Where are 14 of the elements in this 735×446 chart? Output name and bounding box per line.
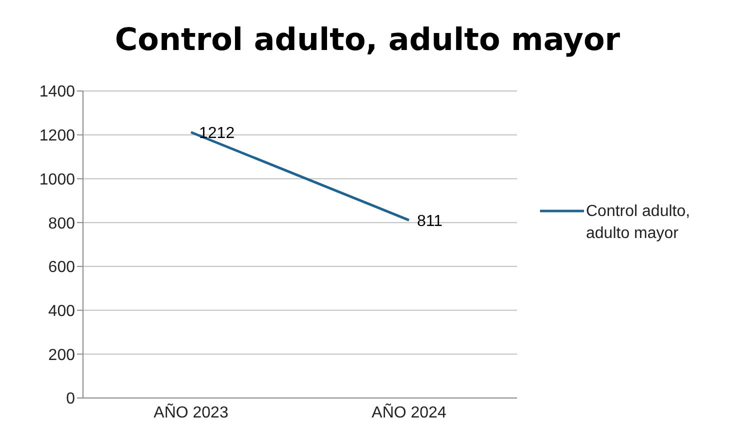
y-tick-label: 600 [48,259,76,276]
y-tick-label: 1000 [39,171,76,188]
x-tick-label: AÑO 2023 [154,402,228,422]
y-tick-label: 200 [48,346,76,364]
y-tick-label: 1400 [39,84,76,101]
legend-label: Control adulto, adulto mayor [586,202,692,244]
y-tick-label: 1200 [39,128,76,145]
y-tick-label: 400 [48,302,76,320]
data-label: 811 [417,212,443,230]
data-label: 1212 [199,124,235,142]
chart-title: Control adulto, adulto mayor [114,22,622,58]
x-tick-label: AÑO 2024 [372,402,446,422]
y-tick-label: 0 [66,390,76,408]
y-tick-label: 800 [48,215,76,232]
